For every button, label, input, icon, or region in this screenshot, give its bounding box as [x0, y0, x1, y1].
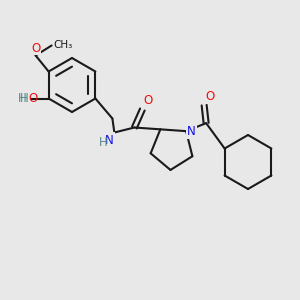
Text: CH₃: CH₃	[54, 40, 73, 50]
Text: O: O	[205, 90, 214, 103]
Text: H: H	[20, 92, 28, 105]
Text: O: O	[31, 41, 40, 55]
Text: N: N	[105, 134, 113, 146]
Text: H: H	[99, 136, 107, 148]
Text: O: O	[28, 92, 38, 105]
Text: N: N	[187, 124, 196, 138]
Text: H: H	[18, 92, 27, 105]
Text: O: O	[143, 94, 153, 107]
